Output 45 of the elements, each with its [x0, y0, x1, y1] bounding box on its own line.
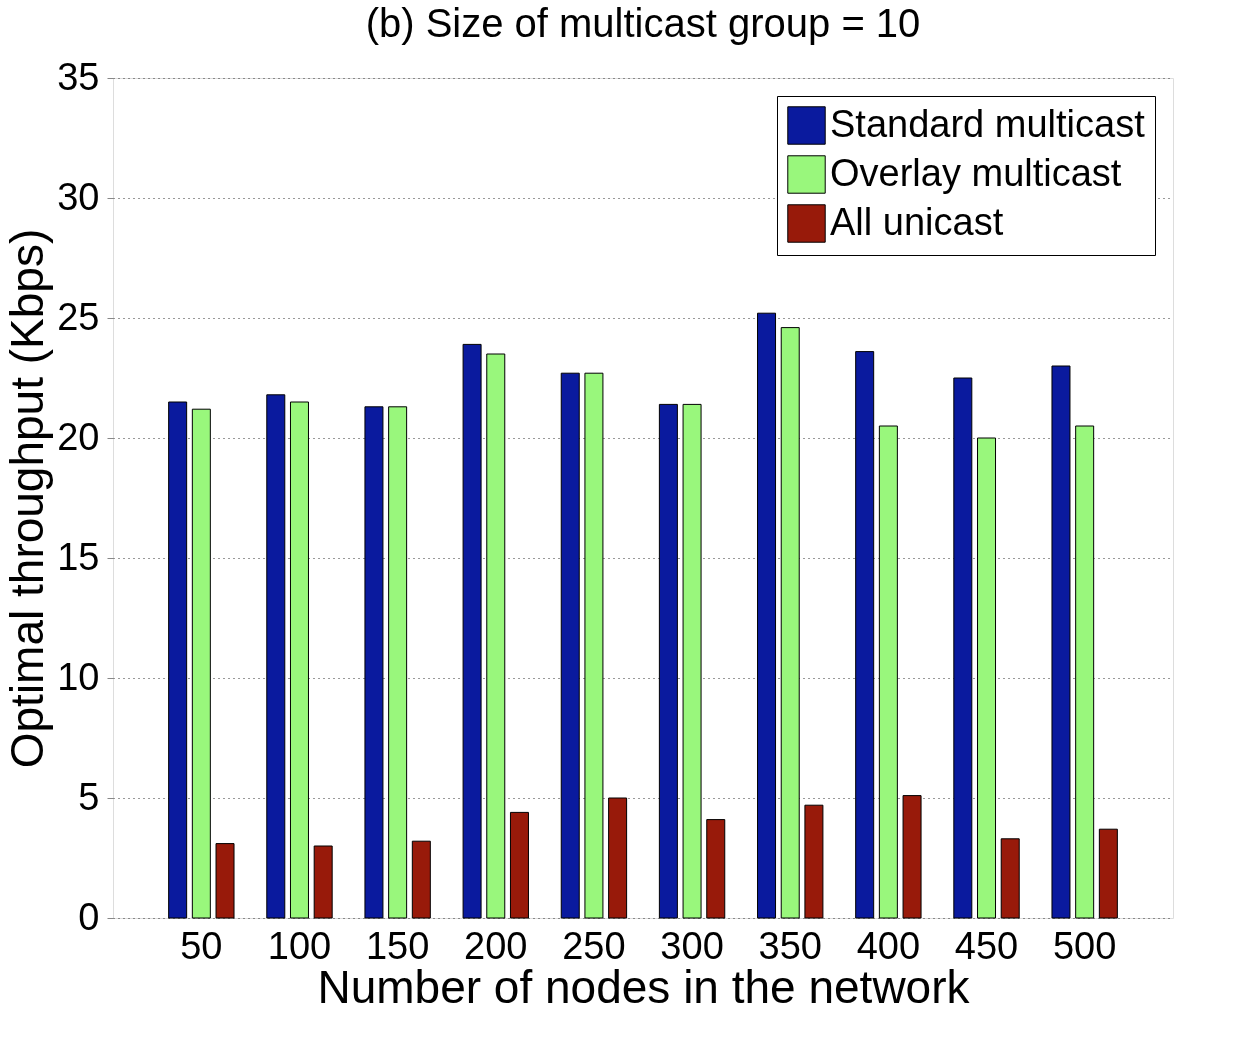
bar [584, 372, 604, 919]
bar [388, 406, 408, 919]
bar [706, 819, 726, 919]
y-tick-label: 5 [78, 775, 100, 818]
bar [855, 351, 875, 919]
chart-title: (b) Size of multicast group = 10 [365, 1, 921, 45]
bar [266, 394, 286, 919]
legend-label: Overlay multicast [830, 151, 1122, 194]
x-tick-label: 50 [180, 924, 223, 967]
bar [313, 845, 333, 919]
bar [804, 804, 824, 919]
bar [1075, 425, 1095, 919]
y-tick-label: 30 [57, 175, 100, 218]
y-tick-label: 15 [57, 535, 100, 578]
bar [560, 372, 580, 919]
y-axis-title: Optimal throughput (Kbps) [1, 228, 54, 769]
x-tick-label: 500 [1052, 924, 1117, 967]
bar [953, 377, 973, 919]
bar [1000, 838, 1020, 919]
bar [486, 353, 506, 919]
bar [757, 312, 777, 919]
y-tick-label: 25 [57, 295, 100, 338]
bar [509, 811, 529, 919]
bar [608, 797, 628, 919]
bar [364, 406, 384, 919]
bar [780, 327, 800, 919]
legend-label: All unicast [830, 200, 1004, 243]
y-tick-label: 10 [57, 655, 100, 698]
bar [878, 425, 898, 919]
bar [1051, 365, 1071, 919]
y-tick-label: 35 [57, 55, 100, 98]
bar [658, 403, 678, 919]
bar [682, 403, 702, 919]
bar [411, 840, 431, 919]
legend-label: Standard multicast [830, 102, 1146, 145]
bar [1098, 828, 1118, 919]
y-tick-label: 20 [57, 415, 100, 458]
bar [902, 795, 922, 919]
bar [191, 408, 211, 919]
bar [215, 843, 235, 919]
bar [462, 343, 482, 919]
bar [168, 401, 188, 919]
bar [289, 401, 309, 919]
y-tick-label: 0 [78, 895, 100, 938]
bar [977, 437, 997, 919]
